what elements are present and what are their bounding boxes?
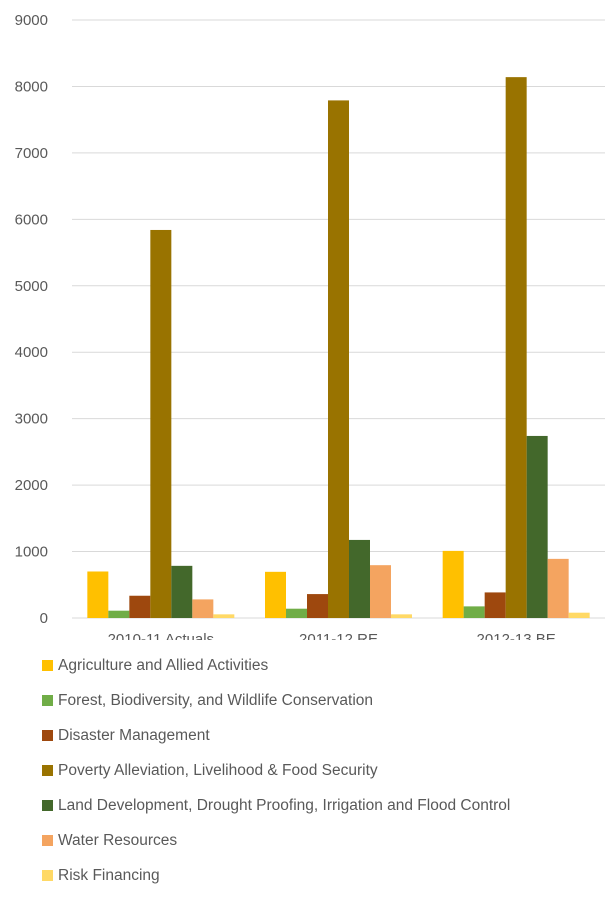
bar: [391, 614, 412, 618]
bar: [192, 599, 214, 618]
y-tick-label: 4000: [15, 344, 48, 361]
legend-label: Water Resources: [58, 831, 178, 849]
y-tick-label: 9000: [15, 12, 48, 29]
bar: [463, 606, 485, 618]
bar: [213, 614, 235, 618]
legend-item: Poverty Alleviation, Livelihood & Food S…: [42, 753, 510, 788]
legend-swatch: [42, 730, 53, 741]
y-tick-label: 3000: [15, 411, 48, 428]
y-tick-label: 7000: [15, 145, 48, 162]
y-tick-label: 8000: [15, 78, 48, 95]
y-tick-label: 6000: [15, 211, 48, 228]
bar: [484, 592, 506, 618]
legend-swatch: [42, 870, 53, 881]
bar: [505, 77, 527, 619]
y-tick-label: 2000: [15, 477, 48, 494]
bar: [265, 571, 286, 618]
bar: [370, 565, 391, 618]
legend-swatch: [42, 695, 53, 706]
bar: [150, 229, 172, 618]
bars: [87, 77, 590, 619]
legend-item: Disaster Management: [42, 718, 510, 753]
legend-item: Risk Financing: [42, 858, 510, 893]
x-tick-label: 2011-12 RE: [299, 631, 378, 640]
legend-label: Forest, Biodiversity, and Wildlife Conse…: [58, 691, 374, 709]
y-axis: 0 1000 2000 3000 4000 5000 6000 7000 8000 9000: [15, 12, 48, 627]
legend-item: Land Development, Drought Proofing, Irri…: [42, 788, 510, 823]
bar: [171, 565, 193, 618]
x-tick-label: 2010-11 Actuals: [108, 631, 214, 640]
legend-item: Agriculture and Allied Activities: [42, 648, 510, 683]
bar-chart: 0 1000 2000 3000 4000 5000 6000 7000 8000 9000 20…: [15, 12, 605, 640]
legend-item: Forest, Biodiversity, and Wildlife Conse…: [42, 683, 510, 718]
y-tick-label: 1000: [15, 544, 48, 561]
bar: [108, 610, 130, 618]
legend-label: Poverty Alleviation, Livelihood & Food S…: [58, 761, 378, 779]
bar: [129, 595, 151, 618]
bar: [547, 558, 569, 618]
x-tick-label: 2012-13 BE: [477, 631, 556, 640]
legend-swatch: [42, 835, 53, 846]
bar: [87, 571, 109, 618]
bar: [568, 612, 590, 618]
y-tick-label: 0: [40, 610, 48, 627]
bar: [286, 608, 307, 618]
bar: [328, 100, 349, 619]
legend-swatch: [42, 765, 53, 776]
bar: [349, 539, 370, 618]
legend-item: Water Resources: [42, 823, 510, 858]
legend-label: Risk Financing: [58, 866, 160, 884]
y-tick-label: 5000: [15, 278, 48, 295]
legend: Agriculture and Allied Activities Forest,…: [42, 648, 510, 893]
legend-swatch: [42, 800, 53, 811]
legend-label: Disaster Management: [58, 726, 210, 744]
bar: [442, 550, 464, 618]
bar: [526, 435, 548, 618]
bar: [307, 594, 328, 618]
legend-swatch: [42, 660, 53, 671]
x-axis: 2010-11 Actuals 2011-12 RE 2012-13 BE: [108, 631, 556, 640]
legend-label: Agriculture and Allied Activities: [58, 656, 269, 674]
legend-label: Land Development, Drought Proofing, Irri…: [58, 796, 511, 814]
